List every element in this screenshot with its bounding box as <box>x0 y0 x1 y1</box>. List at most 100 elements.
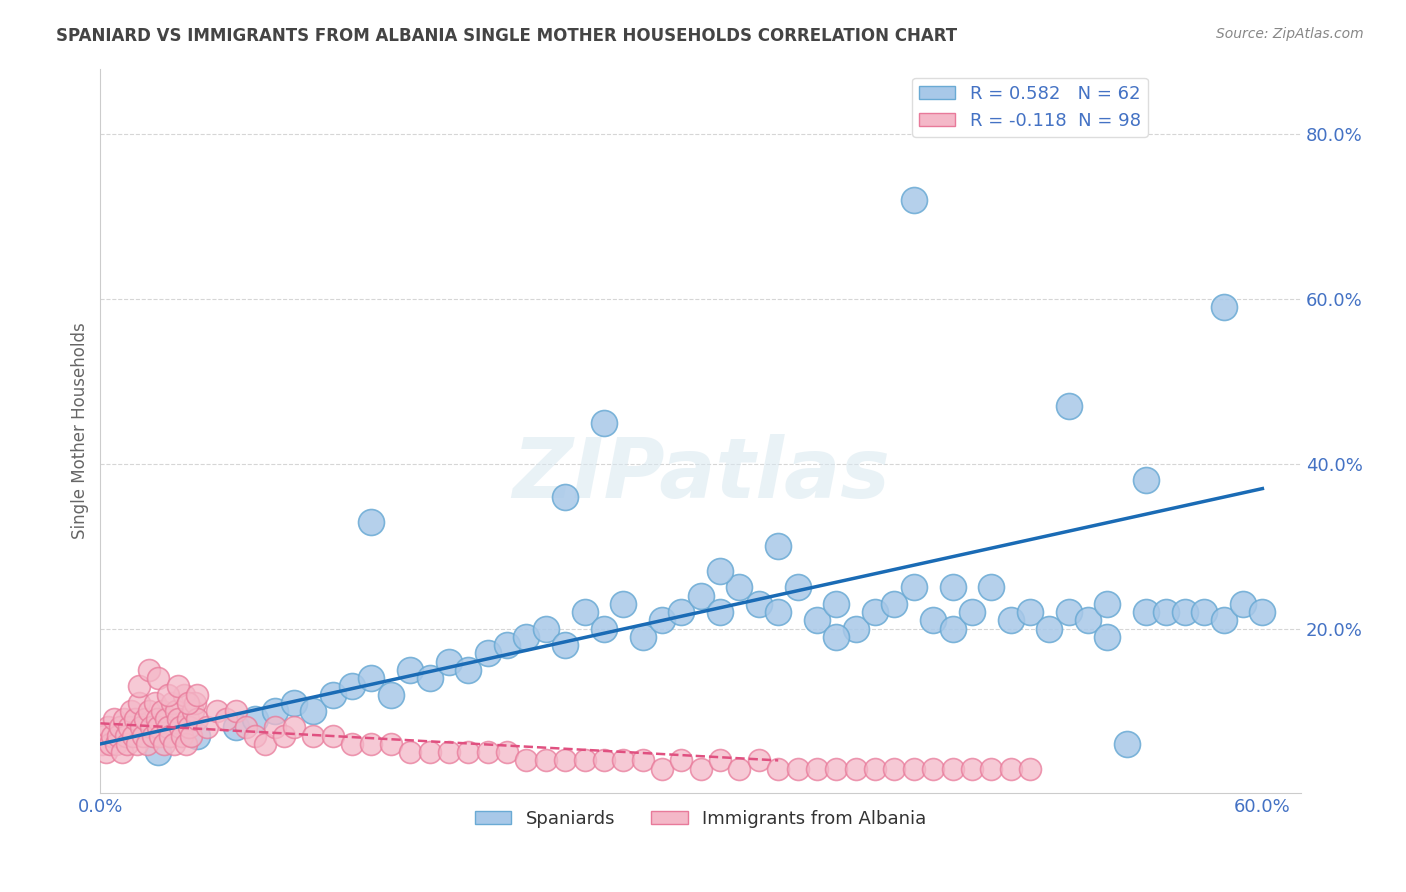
Point <box>941 622 963 636</box>
Point <box>112 712 135 726</box>
Point <box>903 194 925 208</box>
Point <box>380 737 402 751</box>
Point <box>135 737 157 751</box>
Point <box>941 581 963 595</box>
Point <box>114 729 136 743</box>
Point <box>437 655 460 669</box>
Point <box>302 704 325 718</box>
Point <box>176 696 198 710</box>
Point <box>554 490 576 504</box>
Point <box>98 737 121 751</box>
Point <box>554 753 576 767</box>
Point <box>205 704 228 718</box>
Point <box>1057 399 1080 413</box>
Point <box>169 721 191 735</box>
Point <box>273 729 295 743</box>
Point <box>1194 605 1216 619</box>
Point <box>399 663 422 677</box>
Point <box>103 712 125 726</box>
Point <box>903 581 925 595</box>
Point <box>709 564 731 578</box>
Point <box>1057 605 1080 619</box>
Point <box>631 630 654 644</box>
Point <box>922 613 945 627</box>
Point <box>117 737 139 751</box>
Point <box>148 721 170 735</box>
Point <box>574 753 596 767</box>
Point <box>457 745 479 759</box>
Point <box>709 753 731 767</box>
Point <box>1154 605 1177 619</box>
Point <box>153 737 176 751</box>
Point <box>165 704 187 718</box>
Point <box>127 737 149 751</box>
Point <box>1232 597 1254 611</box>
Point <box>143 696 166 710</box>
Point <box>245 729 267 743</box>
Point <box>186 712 208 726</box>
Point <box>534 753 557 767</box>
Point <box>108 721 131 735</box>
Point <box>263 704 285 718</box>
Point <box>1115 737 1137 751</box>
Point <box>689 762 711 776</box>
Point <box>302 729 325 743</box>
Point <box>960 762 983 776</box>
Point <box>399 745 422 759</box>
Point <box>107 729 129 743</box>
Point <box>1097 597 1119 611</box>
Point <box>322 729 344 743</box>
Point <box>1174 605 1197 619</box>
Point <box>766 762 789 776</box>
Legend: Spaniards, Immigrants from Albania: Spaniards, Immigrants from Albania <box>468 803 934 835</box>
Point <box>283 696 305 710</box>
Point <box>283 721 305 735</box>
Point <box>825 597 848 611</box>
Point <box>155 712 177 726</box>
Point <box>515 753 537 767</box>
Point <box>1212 301 1234 315</box>
Point <box>1019 762 1042 776</box>
Point <box>225 721 247 735</box>
Point <box>593 753 616 767</box>
Point <box>960 605 983 619</box>
Point <box>225 704 247 718</box>
Point <box>322 688 344 702</box>
Point <box>195 721 218 735</box>
Point <box>124 712 146 726</box>
Point <box>980 762 1002 776</box>
Point <box>534 622 557 636</box>
Point <box>380 688 402 702</box>
Point <box>263 721 285 735</box>
Point <box>651 762 673 776</box>
Point <box>863 605 886 619</box>
Point <box>148 745 170 759</box>
Point <box>215 712 238 726</box>
Point <box>134 712 156 726</box>
Point <box>980 581 1002 595</box>
Point <box>457 663 479 677</box>
Point <box>477 745 499 759</box>
Y-axis label: Single Mother Households: Single Mother Households <box>72 323 89 540</box>
Point <box>941 762 963 776</box>
Point <box>612 597 634 611</box>
Point <box>748 597 770 611</box>
Point <box>122 729 145 743</box>
Text: Source: ZipAtlas.com: Source: ZipAtlas.com <box>1216 27 1364 41</box>
Point <box>651 613 673 627</box>
Point <box>922 762 945 776</box>
Point <box>101 729 124 743</box>
Point <box>163 737 186 751</box>
Point <box>186 729 208 743</box>
Text: SPANIARD VS IMMIGRANTS FROM ALBANIA SINGLE MOTHER HOUSEHOLDS CORRELATION CHART: SPANIARD VS IMMIGRANTS FROM ALBANIA SING… <box>56 27 957 45</box>
Point <box>766 539 789 553</box>
Point <box>138 704 160 718</box>
Point <box>186 688 208 702</box>
Point <box>157 721 180 735</box>
Point <box>360 737 382 751</box>
Point <box>419 671 441 685</box>
Point <box>845 762 868 776</box>
Point <box>340 737 363 751</box>
Point <box>1019 605 1042 619</box>
Point <box>631 753 654 767</box>
